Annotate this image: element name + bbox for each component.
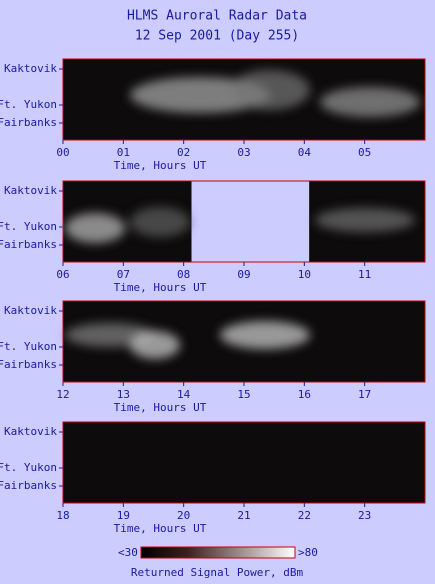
y-tick-label: Ft. Yukon	[0, 340, 57, 353]
colorbar-low: <30	[118, 546, 138, 559]
x-tick-label: 08	[177, 268, 190, 281]
x-tick-label: 20	[177, 509, 190, 522]
x-tick-label: 23	[358, 509, 371, 522]
x-tick-label: 10	[298, 268, 311, 281]
plot-area	[63, 422, 425, 503]
x-tick-label: 02	[177, 146, 190, 159]
y-tick-label: Ft. Yukon	[0, 220, 57, 233]
x-tick-label: 19	[117, 509, 130, 522]
y-tick-label: Kaktovik	[4, 425, 57, 438]
x-tick-label: 22	[298, 509, 311, 522]
x-tick-label: 07	[117, 268, 130, 281]
y-tick-label: Ft. Yukon	[0, 461, 57, 474]
x-tick-label: 21	[237, 509, 250, 522]
x-tick-label: 09	[237, 268, 250, 281]
x-tick-label: 16	[298, 388, 311, 401]
x-axis-label: Time, Hours UT	[114, 522, 207, 535]
x-tick-label: 13	[117, 388, 130, 401]
y-tick-label: Kaktovik	[4, 62, 57, 75]
x-tick-label: 00	[56, 146, 69, 159]
x-axis-label: Time, Hours UT	[114, 159, 207, 172]
y-tick-label: Fairbanks	[0, 238, 57, 251]
y-tick-label: Fairbanks	[0, 358, 57, 371]
y-tick-label: Kaktovik	[4, 304, 57, 317]
y-tick-label: Ft. Yukon	[0, 98, 57, 111]
x-tick-label: 03	[237, 146, 250, 159]
title: HLMS Auroral Radar Data	[127, 9, 307, 24]
x-tick-label: 01	[117, 146, 130, 159]
x-tick-label: 11	[358, 268, 371, 281]
y-tick-label: Fairbanks	[0, 479, 57, 492]
x-axis-label: Time, Hours UT	[114, 281, 207, 294]
y-tick-label: Kaktovik	[4, 184, 57, 197]
x-tick-label: 12	[56, 388, 69, 401]
x-tick-label: 15	[237, 388, 250, 401]
x-tick-label: 04	[298, 146, 312, 159]
x-tick-label: 17	[358, 388, 371, 401]
y-tick-label: Fairbanks	[0, 116, 57, 129]
colorbar	[140, 546, 296, 559]
x-tick-label: 06	[56, 268, 69, 281]
no-data	[191, 181, 310, 262]
x-tick-label: 14	[177, 388, 191, 401]
x-tick-label: 18	[56, 509, 69, 522]
subtitle: 12 Sep 2001 (Day 255)	[135, 29, 299, 44]
texture	[65, 70, 420, 359]
x-axis-label: Time, Hours UT	[114, 401, 207, 414]
colorbar-label: Returned Signal Power, dBm	[131, 566, 304, 579]
colorbar-high: >80	[298, 546, 318, 559]
x-tick-label: 05	[358, 146, 371, 159]
